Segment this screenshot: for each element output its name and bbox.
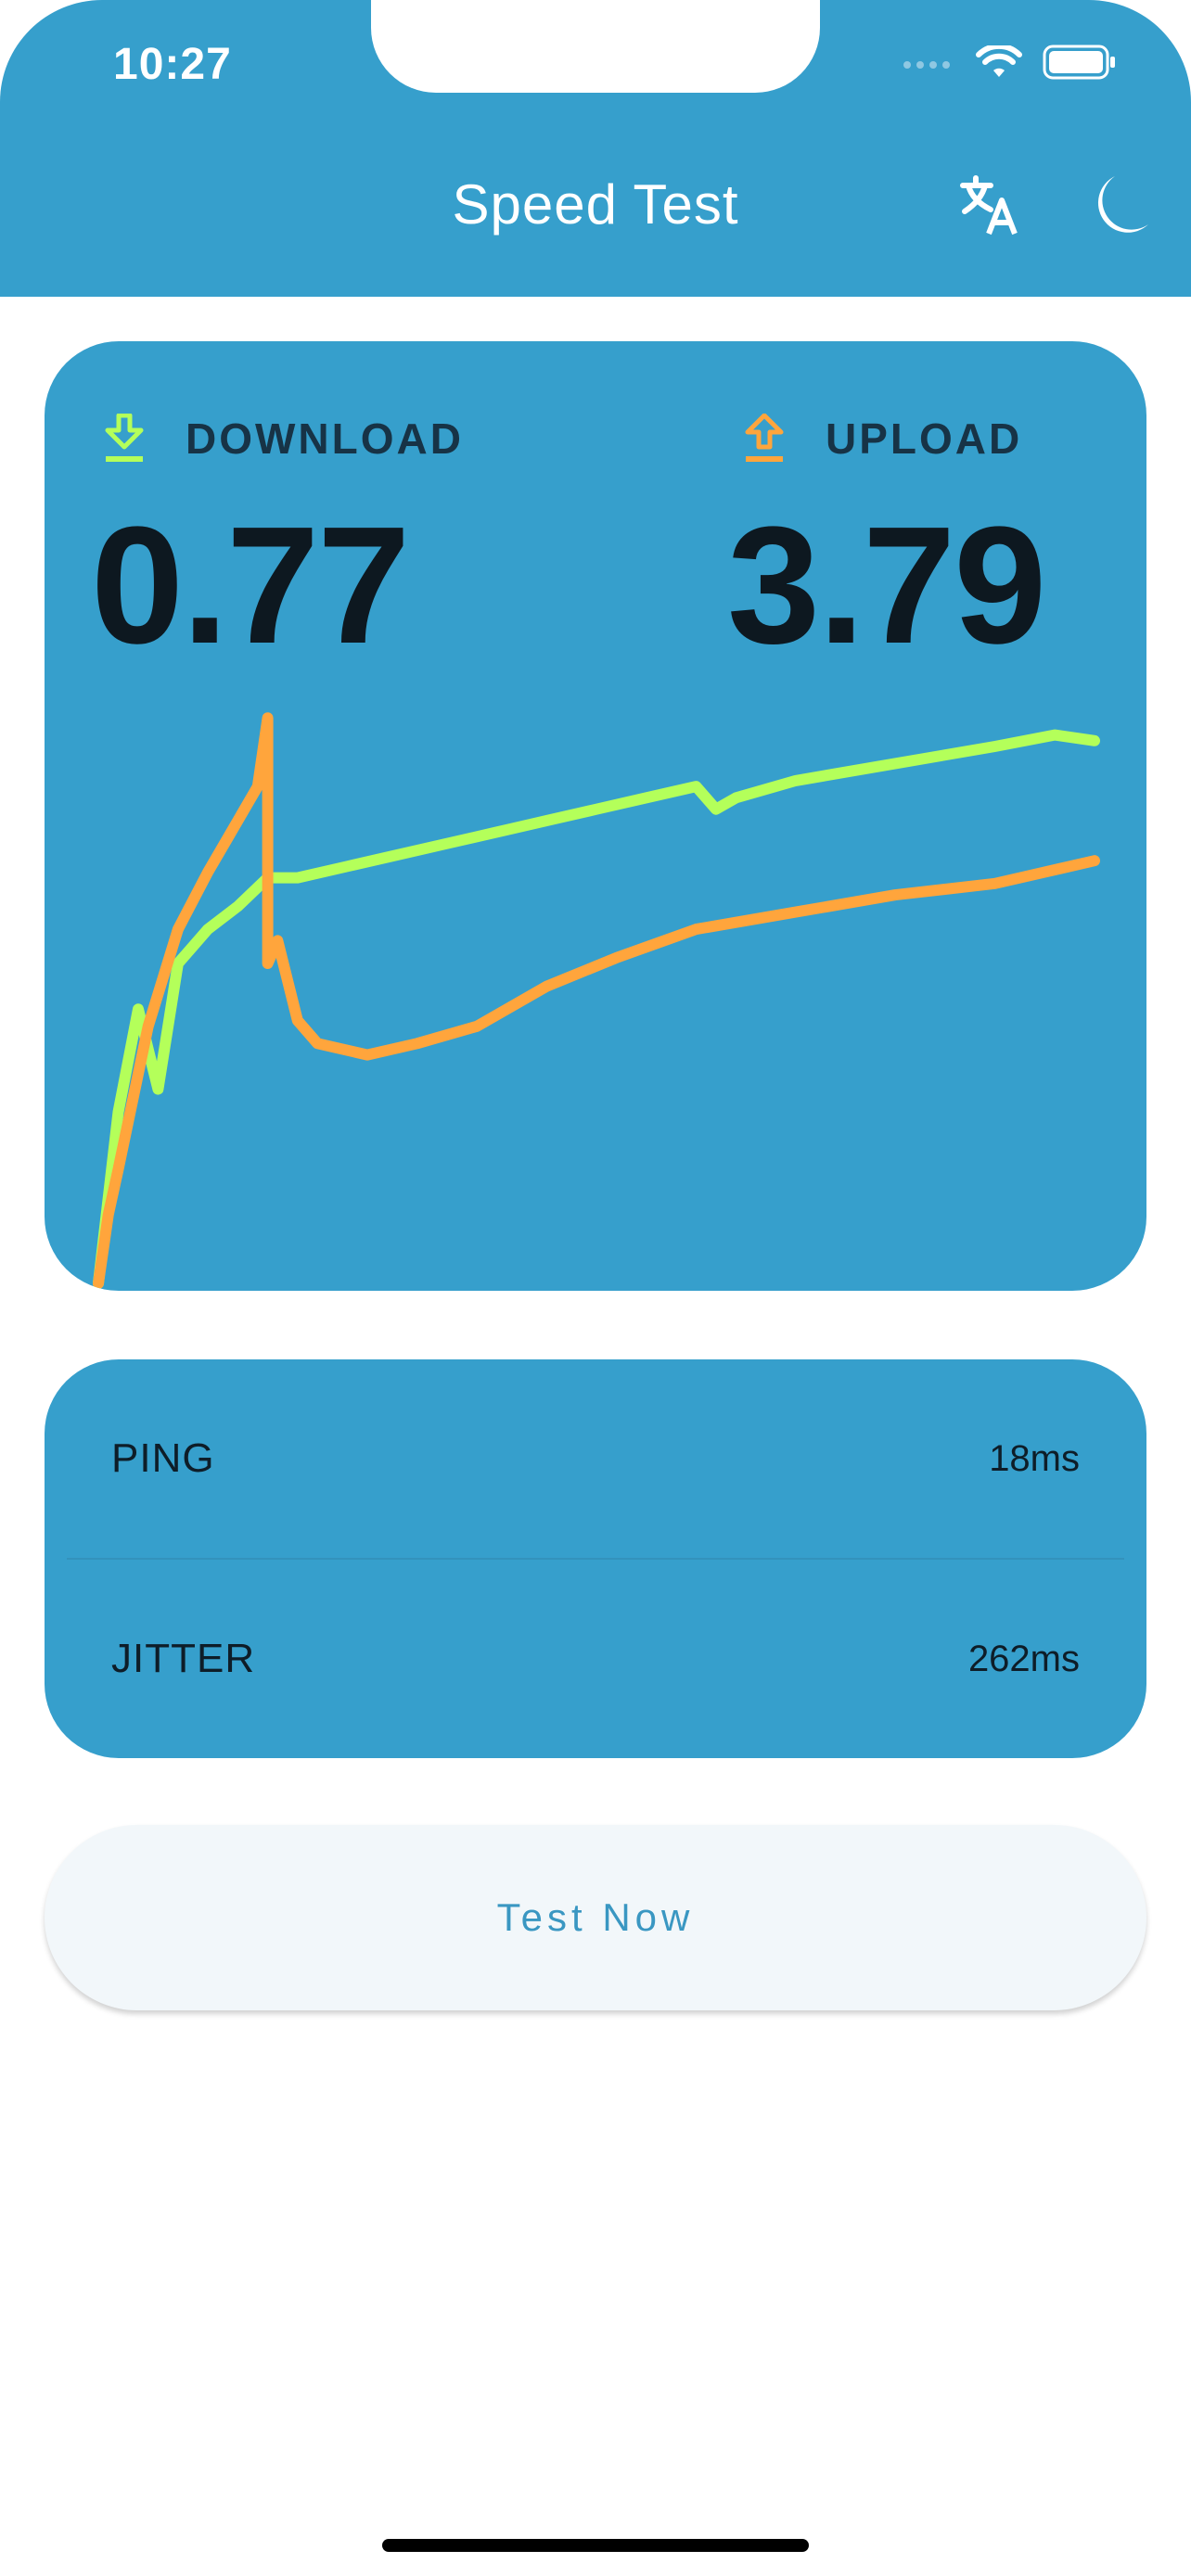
speed-card: DOWNLOAD 0.77 UPLOAD 3.79 [45,341,1146,1291]
download-header: DOWNLOAD [102,414,464,464]
signal-icon [903,61,950,69]
upload-icon [745,414,784,462]
download-icon [105,414,144,462]
download-label: DOWNLOAD [186,414,464,463]
home-indicator [382,2539,809,2552]
speed-series-line-1 [93,729,1100,1289]
jitter-label: JITTER [111,1636,256,1681]
download-value: 0.77 [91,492,410,679]
battery-icon [1043,45,1115,80]
jitter-row: JITTER 262ms [45,1560,1146,1758]
jitter-value: 262ms [967,1638,1080,1679]
ping-label: PING [111,1435,215,1481]
upload-label: UPLOAD [826,414,1023,463]
translate-icon [960,175,1018,236]
stats-card: PING 18ms JITTER 262ms [45,1359,1146,1758]
wifi-icon [976,45,1022,77]
ping-row: PING 18ms [45,1359,1146,1558]
moon-icon [1097,176,1148,233]
theme-toggle-button[interactable] [1095,172,1154,242]
status-time: 10:27 [113,40,232,89]
upload-header: UPLOAD [742,414,1022,464]
stats-divider [67,1558,1124,1560]
page-title: Speed Test [452,173,739,236]
device-notch [371,0,820,93]
upload-value: 3.79 [727,492,1046,679]
ping-value: 18ms [989,1437,1080,1479]
app-header: 10:27 Speed Test [0,0,1191,297]
status-icons [903,45,1117,80]
test-now-button[interactable]: Test Now [45,1825,1146,2010]
speed-series-line-2 [93,712,1100,1289]
speed-graph [93,712,1100,1289]
translate-button[interactable] [959,172,1024,242]
